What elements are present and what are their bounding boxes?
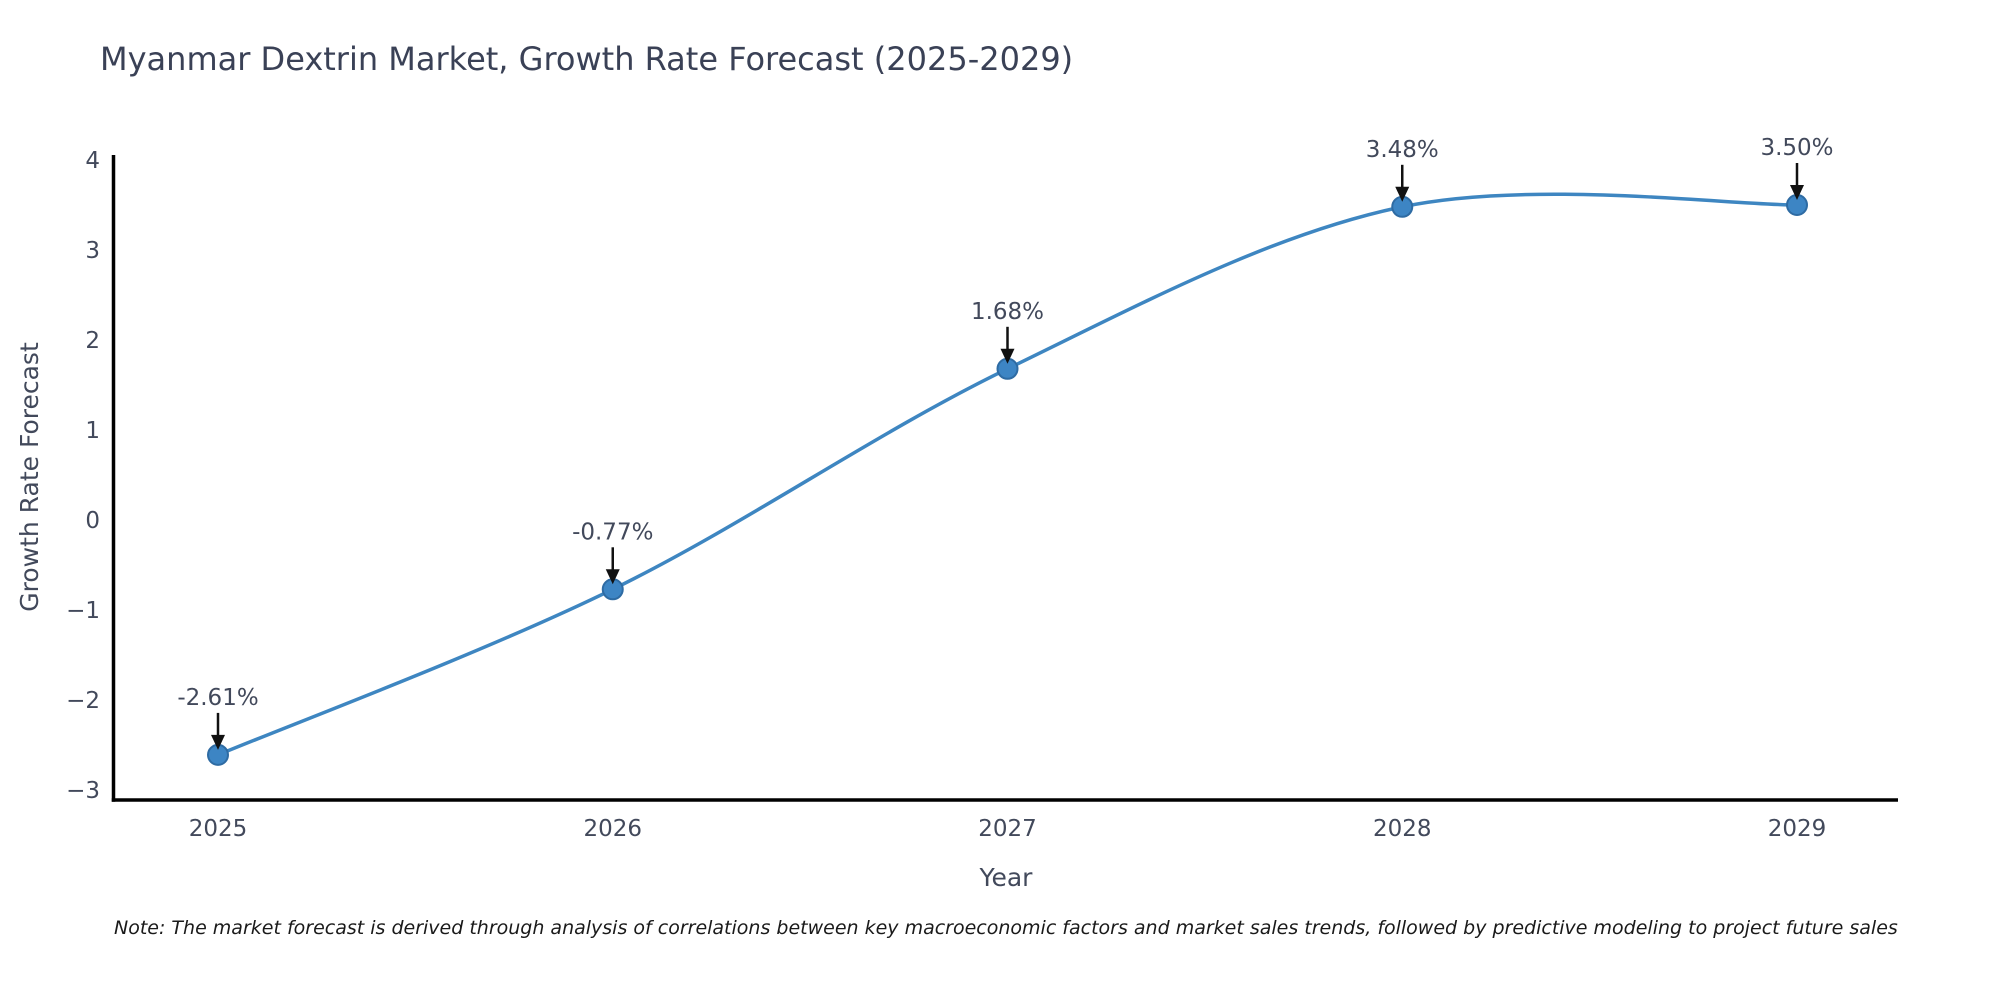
x-axis-title: Year [979, 863, 1034, 892]
x-tick-label: 2028 [1373, 816, 1432, 842]
y-tick-label: 1 [85, 418, 100, 444]
annotation-arrow-head [1790, 185, 1804, 200]
x-tick-label: 2026 [583, 816, 642, 842]
forecast-line [216, 192, 1799, 757]
annotation-arrow-head [605, 569, 620, 585]
y-tick-label: −2 [66, 688, 100, 714]
y-axis-title: Growth Rate Forecast [15, 342, 44, 612]
x-tick-labels: 2025 2026 2027 2028 2029 [189, 816, 1827, 842]
y-tick-label: 0 [85, 508, 100, 534]
annotation-value-label: -0.77% [572, 519, 653, 545]
axes [111, 155, 1898, 802]
y-tick-label: −3 [66, 778, 100, 804]
footnote: Note: The market forecast is derived thr… [114, 917, 1898, 939]
data-points [207, 194, 1808, 766]
annotation-arrow-head [211, 734, 225, 750]
point-annotations: -2.61% -0.77% 1.68% 3.48% 3.50% [177, 135, 1834, 750]
y-tick-label: 3 [85, 238, 100, 264]
x-tick-label: 2025 [189, 816, 248, 842]
y-tick-label: −1 [66, 598, 100, 624]
y-tick-labels: 4 3 2 1 0 −1 −2 −3 [66, 148, 100, 804]
chart-title: Myanmar Dextrin Market, Growth Rate Fore… [100, 40, 1073, 78]
y-tick-label: 2 [85, 328, 100, 354]
y-tick-label: 4 [85, 148, 100, 174]
annotation-value-label: -2.61% [177, 685, 258, 711]
annotation-arrow-head [1000, 348, 1015, 364]
x-tick-label: 2029 [1768, 816, 1827, 842]
annotation-value-label: 1.68% [971, 299, 1044, 325]
annotation-value-label: 3.48% [1366, 137, 1439, 163]
series-line [216, 192, 1799, 757]
x-tick-label: 2027 [978, 816, 1037, 842]
annotation-arrow-head [1395, 186, 1410, 202]
annotation-value-label: 3.50% [1760, 135, 1833, 161]
